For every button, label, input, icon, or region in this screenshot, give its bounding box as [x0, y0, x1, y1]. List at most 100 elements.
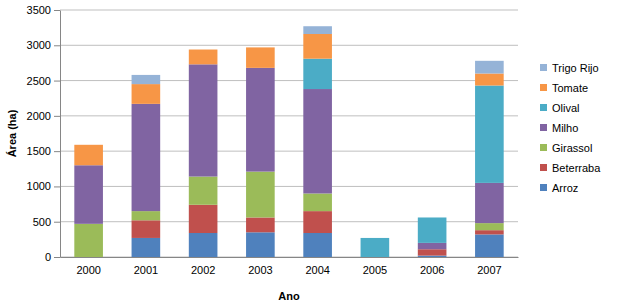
legend-item: Arroz — [540, 182, 578, 194]
tick-mark — [54, 151, 60, 152]
bar — [303, 211, 332, 233]
tick-label: 500 — [33, 216, 51, 228]
legend-item: Beterraba — [540, 162, 601, 174]
tick: 2007 — [477, 257, 501, 276]
bar — [475, 223, 504, 230]
tick-label: 2003 — [248, 264, 272, 276]
series — [74, 64, 503, 249]
tick-label: 3500 — [27, 4, 51, 16]
tick: 2001 — [134, 257, 158, 276]
grid — [60, 10, 518, 257]
tick-label: 1500 — [27, 145, 51, 157]
bar — [418, 249, 447, 255]
legend-swatch — [540, 164, 547, 171]
bar — [189, 50, 218, 65]
bar — [418, 217, 447, 218]
tick: 2000 — [27, 110, 60, 122]
tick: 1000 — [27, 180, 60, 192]
tick: 2000 — [76, 257, 100, 276]
tick-label: 2005 — [363, 264, 387, 276]
tick: 3000 — [27, 39, 60, 51]
tick: 2005 — [363, 257, 387, 276]
bar — [132, 211, 161, 220]
bar — [74, 165, 103, 224]
tick-label: 2000 — [27, 110, 51, 122]
tick-label: 2000 — [76, 264, 100, 276]
bar — [303, 34, 332, 59]
tick: 1500 — [27, 145, 60, 157]
bar — [303, 89, 332, 193]
legend-swatch — [540, 144, 547, 151]
bar — [418, 217, 447, 218]
bar — [189, 177, 218, 205]
legend-swatch — [540, 64, 547, 71]
legend-item: Trigo Rijo — [540, 62, 599, 74]
bar — [475, 183, 504, 223]
tick-label: 2002 — [191, 264, 215, 276]
tick: 500 — [33, 216, 60, 228]
tick-mark — [54, 222, 60, 223]
axis-line — [61, 257, 519, 258]
bar — [303, 26, 332, 34]
tick-mark — [54, 81, 60, 82]
bar — [418, 256, 447, 257]
bar — [418, 217, 447, 242]
legend-label: Trigo Rijo — [552, 62, 599, 74]
series — [303, 59, 503, 257]
bar — [132, 238, 161, 257]
bar — [132, 84, 161, 104]
legend-swatch — [540, 104, 547, 111]
legend-label: Beterraba — [552, 162, 601, 174]
series — [132, 205, 504, 256]
bar — [418, 243, 447, 249]
chart: 0 500 1000 1500 2000 2500 3000 3500 2000 2001 2002… — [0, 0, 642, 306]
bar — [189, 64, 218, 176]
bar — [189, 205, 218, 233]
legend-item: Girassol — [540, 142, 592, 154]
bar — [132, 220, 161, 238]
axis-line — [60, 11, 61, 258]
tick-mark — [54, 257, 60, 258]
bar — [132, 104, 161, 211]
tick: 3500 — [27, 4, 60, 16]
tick-mark — [54, 10, 60, 11]
legend-label: Girassol — [552, 142, 592, 154]
tick-label: 3000 — [27, 39, 51, 51]
legend-label: Olival — [552, 102, 580, 114]
tick-label: 2004 — [305, 264, 329, 276]
tick-label: 2007 — [477, 264, 501, 276]
tick: 2004 — [305, 257, 329, 276]
grid-line — [60, 151, 518, 152]
legend-label: Milho — [552, 122, 578, 134]
tick-mark — [54, 116, 60, 117]
bar — [475, 234, 504, 257]
bars — [74, 26, 503, 257]
bar — [475, 74, 504, 86]
grid-line — [60, 10, 518, 11]
bar — [361, 238, 390, 257]
bar — [74, 144, 103, 145]
legend-swatch — [540, 184, 547, 191]
tick-mark — [54, 45, 60, 46]
bar — [475, 61, 504, 74]
tick-label: 0 — [45, 251, 51, 263]
bar — [361, 237, 390, 238]
grid-line — [60, 115, 518, 116]
tick: 2002 — [191, 257, 215, 276]
legend-label: Tomate — [552, 82, 588, 94]
bar — [475, 230, 504, 234]
bar — [246, 47, 275, 67]
tick: 2500 — [27, 75, 60, 87]
x-axis: 2000 2001 2002 2003 2004 2005 2006 2007 — [61, 257, 519, 276]
bar — [303, 59, 332, 89]
tick: 2006 — [420, 257, 444, 276]
x-axis-title: Ano — [278, 290, 300, 302]
bar — [189, 49, 218, 50]
tick-label: 2500 — [27, 75, 51, 87]
legend-item: Olival — [540, 102, 580, 114]
series — [132, 232, 504, 257]
grid-line — [60, 257, 518, 258]
grid-line — [60, 45, 518, 46]
bar — [246, 232, 275, 257]
plot: 0 500 1000 1500 2000 2500 3000 3500 2000 2001 2002… — [27, 4, 519, 276]
